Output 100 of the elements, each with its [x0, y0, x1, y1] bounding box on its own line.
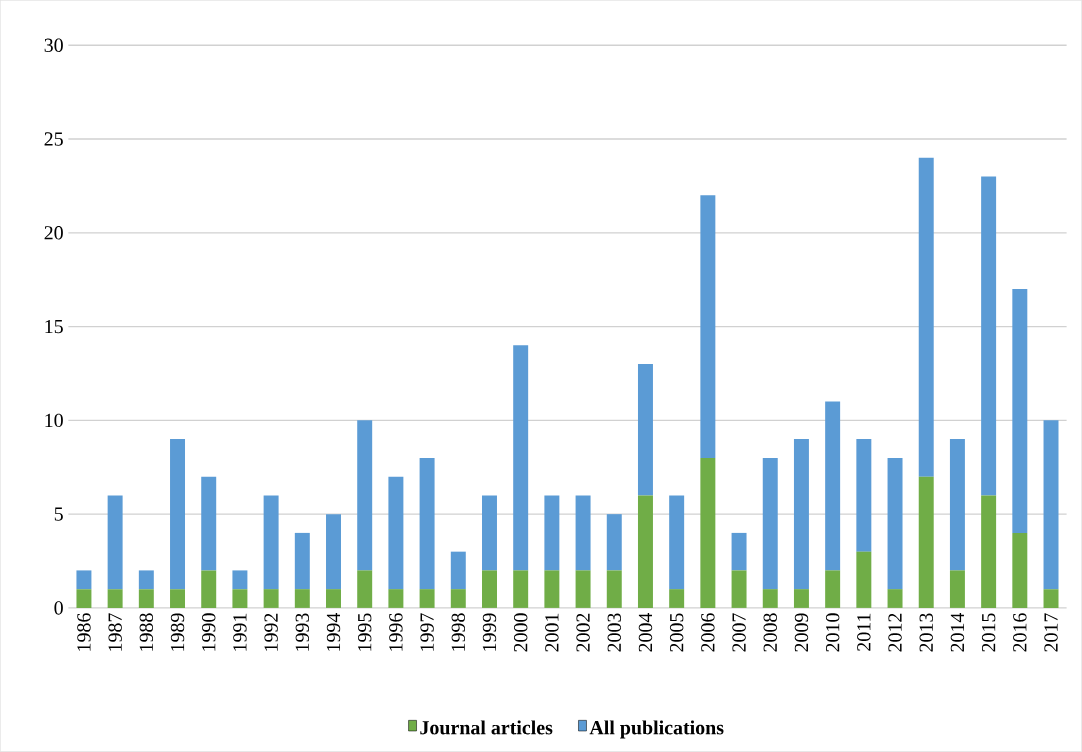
- bar: [170, 439, 186, 590]
- bar: [918, 157, 934, 477]
- bar: [232, 589, 248, 608]
- bar: [263, 589, 279, 608]
- x-tick-label: 2013: [919, 613, 933, 652]
- bar: [107, 589, 123, 608]
- x-tick-label: 2005: [669, 613, 684, 652]
- legend-label: All publications: [589, 720, 724, 739]
- bar: [575, 570, 591, 608]
- bar: [949, 439, 965, 571]
- bar: [294, 589, 310, 608]
- x-tick-label: 2011: [857, 613, 871, 651]
- x-tick-label: 2008: [763, 613, 777, 652]
- bar: [793, 439, 809, 590]
- x-tick-label: 1999: [482, 613, 497, 651]
- x-tick-label: 2017: [1044, 613, 1058, 652]
- x-tick-label: 1994: [326, 612, 341, 651]
- bar: [388, 589, 404, 608]
- bar: [1043, 589, 1059, 608]
- x-tick-label: 1998: [451, 613, 466, 651]
- x-tick-label: 2002: [576, 613, 590, 652]
- bar: [606, 514, 622, 571]
- bar: [544, 495, 560, 571]
- x-tick-label: 2014: [950, 612, 965, 652]
- x-tick-label: 2004: [638, 612, 653, 652]
- bar: [856, 439, 872, 552]
- x-tick-label: 1986: [77, 613, 91, 651]
- x-tick-label: 1996: [389, 613, 403, 651]
- bar: [419, 589, 435, 608]
- bar: [76, 570, 92, 590]
- bar: [825, 570, 841, 608]
- bar: [669, 495, 685, 590]
- bar: [482, 570, 497, 608]
- bar: [669, 589, 685, 608]
- x-tick-label: 1992: [264, 613, 278, 651]
- bar: [856, 551, 872, 608]
- x-tick-label: 1988: [139, 613, 154, 651]
- x-tick-label: 2015: [981, 613, 996, 652]
- bar: [513, 570, 529, 608]
- bar: [887, 589, 903, 608]
- y-tick-label: 20: [44, 226, 63, 240]
- bar: [762, 589, 778, 608]
- bar: [575, 495, 591, 571]
- x-tick-label: 2016: [1013, 613, 1027, 652]
- bar: [419, 457, 435, 590]
- bar: [1012, 289, 1028, 533]
- bar: [326, 589, 341, 608]
- x-tick-label: 1995: [358, 613, 372, 651]
- bar: [357, 570, 373, 608]
- bar: [357, 420, 373, 571]
- bar: [450, 589, 466, 608]
- bar: [294, 532, 310, 590]
- x-tick-label: 1997: [420, 613, 434, 651]
- x-tick-label: 1990: [201, 613, 216, 651]
- bar: [949, 570, 965, 608]
- x-tick-label: 2009: [794, 613, 809, 652]
- bar: [637, 495, 653, 608]
- bar: [731, 570, 747, 608]
- y-tick-label: 25: [44, 132, 63, 146]
- bar: [1012, 532, 1028, 608]
- y-tick-label: 10: [45, 413, 63, 428]
- bar: [700, 195, 716, 458]
- x-tick-label: 1991: [233, 613, 247, 651]
- x-tick-label: 1987: [108, 613, 122, 651]
- bar: [201, 476, 217, 571]
- bar: [201, 570, 217, 608]
- bar: [793, 589, 809, 608]
- bar: [762, 457, 778, 590]
- x-tick-label: 2001: [545, 613, 559, 652]
- bar: [232, 570, 248, 590]
- bar: [513, 345, 529, 571]
- bar: [981, 176, 997, 496]
- bar: [388, 476, 404, 590]
- bar: [981, 495, 997, 608]
- bar: [138, 589, 154, 608]
- bar: [170, 589, 186, 608]
- bar: [700, 457, 716, 608]
- x-tick-label: 1989: [170, 613, 185, 651]
- x-tick-label: 1993: [295, 613, 309, 651]
- bar: [482, 495, 497, 571]
- x-tick-label: 2000: [513, 613, 528, 652]
- y-tick-label: 15: [45, 319, 63, 334]
- x-tick-label: 2006: [701, 613, 715, 652]
- bar: [326, 514, 341, 590]
- bar: [637, 364, 653, 496]
- x-tick-label: 2010: [825, 613, 840, 652]
- bar: [825, 401, 841, 571]
- y-tick-label: 0: [54, 601, 63, 615]
- x-tick-label: 2003: [607, 613, 621, 652]
- x-tick-label: 2007: [732, 613, 746, 652]
- bar: [887, 457, 903, 590]
- bar: [450, 551, 466, 590]
- bar: [1043, 420, 1059, 590]
- bar: [731, 532, 747, 571]
- y-tick-label: 5: [54, 507, 63, 521]
- bar: [263, 495, 279, 590]
- bar: [107, 495, 123, 590]
- bar: [138, 570, 154, 590]
- x-tick-label: 2012: [888, 613, 902, 652]
- y-tick-label: 30: [44, 38, 63, 53]
